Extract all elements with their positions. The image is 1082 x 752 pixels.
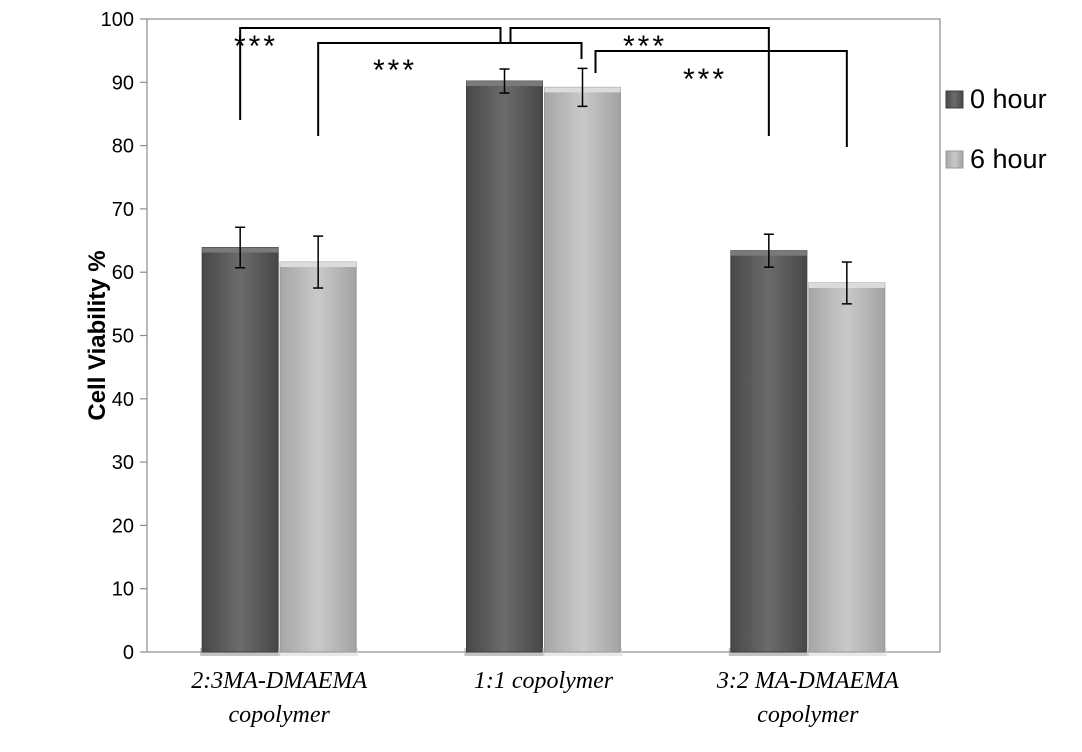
significance-label: *** [373, 54, 417, 87]
bar-1-1 [544, 86, 621, 653]
bars-layer [200, 67, 887, 656]
bar-0-0 [201, 247, 279, 653]
significance-label: *** [683, 63, 727, 96]
significance-bracket [509, 27, 770, 136]
significance-layer: *** *** *** *** [234, 27, 848, 147]
bar-1-2 [808, 282, 886, 653]
legend: 0 hour 6 hour [945, 84, 1047, 174]
y-tick-label: 90 [112, 72, 134, 94]
y-tick-label: 100 [101, 9, 134, 31]
bar-0-1 [466, 80, 543, 653]
x-category-label: 2:3MA-DMAEMA [191, 668, 367, 694]
significance-bracket [239, 27, 502, 120]
legend-label: 0 hour [970, 84, 1047, 114]
legend-swatch [945, 150, 964, 169]
y-tick-label: 40 [112, 389, 134, 411]
significance-bracket [317, 42, 583, 136]
y-tick-label: 50 [112, 326, 134, 348]
y-tick-label: 80 [112, 136, 134, 158]
significance-label: *** [623, 30, 667, 63]
bar-0-2 [730, 250, 808, 653]
y-tick-label: 30 [112, 452, 134, 474]
legend-label: 6 hour [970, 144, 1047, 174]
y-tick-label: 10 [112, 579, 134, 601]
significance-label: *** [234, 30, 278, 63]
y-tick-label: 70 [112, 199, 134, 221]
y-tick-label: 20 [112, 515, 134, 537]
y-axis-title: Cell Viability % [84, 250, 111, 420]
legend-swatch [945, 90, 964, 109]
x-category-label: 3:2 MA-DMAEMA [716, 668, 899, 694]
x-category-label: 1:1 copolymer [474, 668, 614, 694]
significance-bracket [594, 50, 848, 147]
y-tick-label: 0 [123, 642, 134, 664]
y-tick-label: 60 [112, 262, 134, 284]
axes-layer: 0 10 20 30 40 50 60 70 80 90 100 Cell Viability % 2:… [84, 9, 941, 728]
bar-1-0 [279, 261, 357, 653]
x-category-label: copolymer [229, 702, 331, 728]
x-category-label: copolymer [757, 702, 859, 728]
